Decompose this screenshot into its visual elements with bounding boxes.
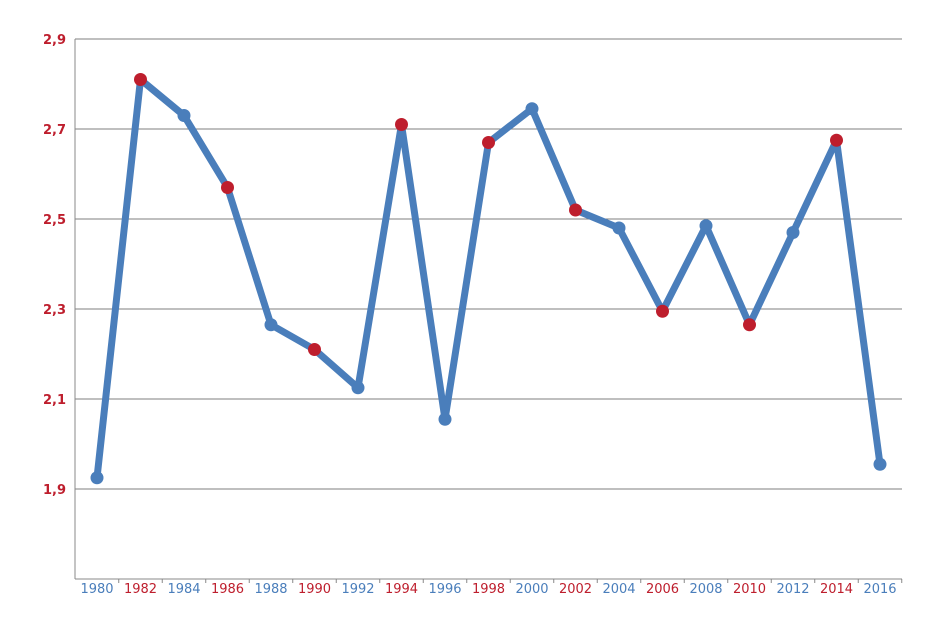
y-tick-label: 1,9 <box>43 483 66 498</box>
highlighted-data-point <box>134 73 147 86</box>
data-point <box>612 221 626 235</box>
x-tick-label: 2006 <box>646 582 679 597</box>
y-tick-label: 2,3 <box>43 303 66 318</box>
data-point <box>177 109 191 122</box>
data-point <box>351 381 365 395</box>
highlighted-data-point <box>743 318 756 332</box>
y-tick-label: 2,1 <box>43 393 66 408</box>
series-markers <box>90 73 887 485</box>
x-tick-label: 1994 <box>385 582 418 597</box>
highlighted-data-point <box>395 118 408 131</box>
data-point <box>525 102 539 116</box>
data-point <box>438 412 452 426</box>
y-tick-label: 2,5 <box>43 213 66 228</box>
x-tick-label: 2010 <box>733 582 766 597</box>
x-tick-label: 1982 <box>124 582 157 597</box>
x-tick-label: 1992 <box>341 582 374 597</box>
x-tick-label: 2008 <box>689 582 722 597</box>
y-axis-ticks: 1,9 2,1 2,3 2,5 2,7 2,9 <box>43 33 66 498</box>
data-point <box>90 471 104 485</box>
x-tick-label: 1980 <box>80 582 113 597</box>
x-tick-label: 2000 <box>515 582 548 597</box>
highlighted-data-point <box>656 304 669 318</box>
x-tick-label: 1984 <box>167 582 200 597</box>
y-tick-label: 2,7 <box>43 123 66 138</box>
highlighted-data-point <box>482 136 495 149</box>
axes <box>74 39 902 580</box>
gridlines <box>75 38 902 490</box>
highlighted-data-point <box>569 203 582 217</box>
x-axis-ticks: 1980 1982 1984 1986 1988 1990 1992 1994 1996 1998… <box>80 579 903 597</box>
data-point <box>786 226 800 239</box>
data-point <box>699 219 713 233</box>
highlighted-data-point <box>830 133 843 147</box>
x-tick-label: 2014 <box>820 582 853 597</box>
x-tick-label: 1986 <box>211 582 244 597</box>
highlighted-data-point <box>221 181 234 194</box>
x-tick-label: 2012 <box>776 582 809 597</box>
highlighted-data-point <box>308 343 321 356</box>
x-tick-label: 2004 <box>602 582 635 597</box>
x-tick-label: 2002 <box>559 582 592 597</box>
y-tick-label: 2,9 <box>43 33 66 48</box>
x-tick-label: 1990 <box>298 582 331 597</box>
x-tick-label: 1998 <box>472 582 505 597</box>
data-point <box>873 457 887 471</box>
data-point <box>264 318 278 332</box>
x-tick-label: 1988 <box>254 582 287 597</box>
x-tick-label: 1996 <box>428 582 461 597</box>
x-tick-label: 2016 <box>863 582 896 597</box>
